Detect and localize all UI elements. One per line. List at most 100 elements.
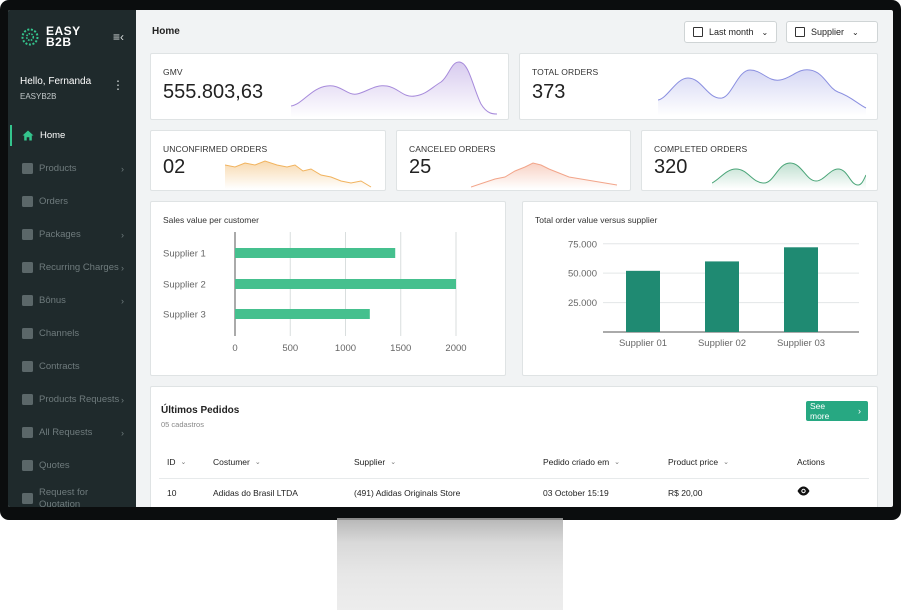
sidebar-item-packages[interactable]: Packages › [8, 218, 136, 251]
unconfirmed-orders-value: 02 [163, 156, 186, 178]
sidebar-nav: Home Products › Orders Packages › [8, 119, 136, 507]
main-content: Home Last month ⌄ Supplier ⌄ GMV 555.803… [136, 10, 893, 507]
see-more-button[interactable]: See more › [806, 401, 868, 421]
unconfirmed-orders-label: UNCONFIRMED ORDERS [163, 144, 268, 154]
chevron-right-icon: › [121, 163, 124, 174]
sidebar-item-label: Request for Quotation [39, 486, 89, 508]
column-header-created[interactable]: Pedido criado em ⌄ [543, 457, 620, 467]
brand-name: EASY B2B [46, 25, 92, 49]
view-eye-icon[interactable] [797, 486, 810, 496]
cell-price: R$ 20,00 [668, 488, 703, 498]
column-header-label: Product price [668, 457, 719, 467]
sidebar-item-products[interactable]: Products › [8, 152, 136, 185]
supplier-filter-label: Supplier [811, 27, 845, 37]
sidebar-item-recurring-charges[interactable]: Recurring Charges › [8, 251, 136, 284]
chevron-down-icon: ⌄ [852, 27, 859, 37]
bar [626, 270, 660, 332]
column-header-customer[interactable]: Costumer ⌄ [213, 457, 261, 467]
sidebar-item-quotes[interactable]: Quotes [8, 449, 136, 482]
sidebar-item-contracts[interactable]: Contracts [8, 350, 136, 383]
quotes-icon [22, 460, 33, 471]
products-icon [22, 163, 33, 174]
cell-customer: Adidas do Brasil LTDA [213, 488, 298, 498]
sidebar-item-label: Recurring Charges [39, 261, 119, 273]
x-tick-label: 0 [232, 343, 237, 354]
x-tick-label: 500 [282, 343, 298, 354]
sidebar-item-label: Products Requests [39, 393, 120, 405]
y-category-label: Supplier 1 [163, 249, 206, 260]
x-tick-label: 1000 [335, 343, 356, 354]
column-header-label: Actions [797, 457, 825, 467]
sidebar-item-request-for-quotation[interactable]: Request for Quotation [8, 482, 136, 507]
canceled-orders-sparkline [471, 162, 618, 189]
home-icon [22, 130, 34, 141]
order-value-vs-supplier-card: Total order value versus supplier 25.000… [522, 201, 878, 376]
canceled-orders-card: CANCELED ORDERS 25 [396, 130, 631, 191]
sidebar-item-orders[interactable]: Orders [8, 185, 136, 218]
gmv-sparkline [291, 61, 498, 118]
sidebar-item-label: All Requests [39, 426, 93, 438]
chevron-right-icon: › [858, 406, 861, 416]
sidebar-item-channels[interactable]: Channels [8, 317, 136, 350]
x-category-label: Supplier 02 [698, 338, 746, 349]
channels-icon [22, 328, 33, 339]
order-value-vs-supplier-chart: 25.000 50.000 75.000 Supplier 01 Supplier 02… [568, 239, 859, 349]
chevron-down-icon: ⌄ [390, 459, 397, 466]
column-header-supplier[interactable]: Supplier ⌄ [354, 457, 396, 467]
calendar-icon [693, 27, 703, 37]
y-tick-label: 75.000 [568, 239, 597, 250]
sidebar-item-bonus[interactable]: Bônus › [8, 284, 136, 317]
sidebar-item-label: Channels [39, 327, 80, 339]
chevron-right-icon: › [121, 262, 124, 273]
bonus-icon [22, 295, 33, 306]
sidebar-item-label: Bônus [39, 294, 66, 306]
sidebar-item-label: Contracts [39, 360, 80, 372]
column-header-label: Supplier [354, 457, 386, 467]
total-orders-label: TOTAL ORDERS [532, 67, 599, 77]
cart-icon [22, 196, 33, 207]
brand-logo: EASY B2B ≡‹ [8, 10, 136, 54]
brand-logo-icon [21, 28, 39, 46]
sidebar-item-home[interactable]: Home [8, 119, 136, 152]
sales-per-customer-chart: 0 500 1000 1500 2000 Supplier 1 Supplier 2 Supp… [163, 232, 467, 354]
x-tick-label: 1500 [390, 343, 411, 354]
sidebar-item-label: Home [40, 129, 66, 141]
supplier-icon [795, 27, 805, 37]
bar [235, 279, 456, 289]
chevron-right-icon: › [121, 229, 124, 240]
x-tick-label: 2000 [445, 343, 466, 354]
sidebar-item-all-requests[interactable]: All Requests › [8, 416, 136, 449]
column-header-price[interactable]: Product price ⌄ [668, 457, 729, 467]
collapse-menu-icon[interactable]: ≡‹ [113, 30, 124, 44]
period-filter-label: Last month [709, 27, 754, 37]
total-orders-value: 373 [532, 81, 566, 103]
completed-orders-value: 320 [654, 156, 688, 178]
brand-name-line2: B2B [46, 35, 72, 49]
x-category-label: Supplier 03 [777, 338, 825, 349]
user-menu-icon[interactable]: ⋮ [112, 78, 124, 92]
column-header-id[interactable]: ID ⌄ [167, 457, 186, 467]
bar [235, 248, 396, 258]
bar [784, 247, 818, 332]
chevron-down-icon: ⌄ [723, 459, 729, 466]
y-category-label: Supplier 2 [163, 280, 206, 291]
gmv-card: GMV 555.803,63 [150, 53, 509, 120]
sidebar-item-label: Packages [39, 228, 81, 240]
total-orders-sparkline [658, 69, 867, 116]
y-tick-label: 50.000 [568, 269, 597, 280]
order-value-vs-supplier-title: Total order value versus supplier [535, 215, 658, 225]
monitor-frame: EASY B2B ≡‹ Hello, Fernanda EASYB2B ⋮ Ho… [0, 0, 901, 520]
y-tick-label: 25.000 [568, 298, 597, 309]
monitor-stand-joint [337, 518, 563, 521]
period-filter-button[interactable]: Last month ⌄ [684, 21, 778, 43]
unconfirmed-orders-card: UNCONFIRMED ORDERS 02 [150, 130, 386, 191]
folder-icon [22, 427, 33, 438]
rfq-icon [22, 493, 33, 504]
gmv-label: GMV [163, 67, 183, 77]
chevron-down-icon: ⌄ [180, 459, 187, 466]
cell-created: 03 October 15:19 [543, 488, 609, 498]
sidebar-item-products-requests[interactable]: Products Requests › [8, 383, 136, 416]
column-header-label: Pedido criado em [543, 457, 610, 467]
supplier-filter-button[interactable]: Supplier ⌄ [786, 21, 878, 43]
user-greeting: Hello, Fernanda [20, 76, 92, 87]
